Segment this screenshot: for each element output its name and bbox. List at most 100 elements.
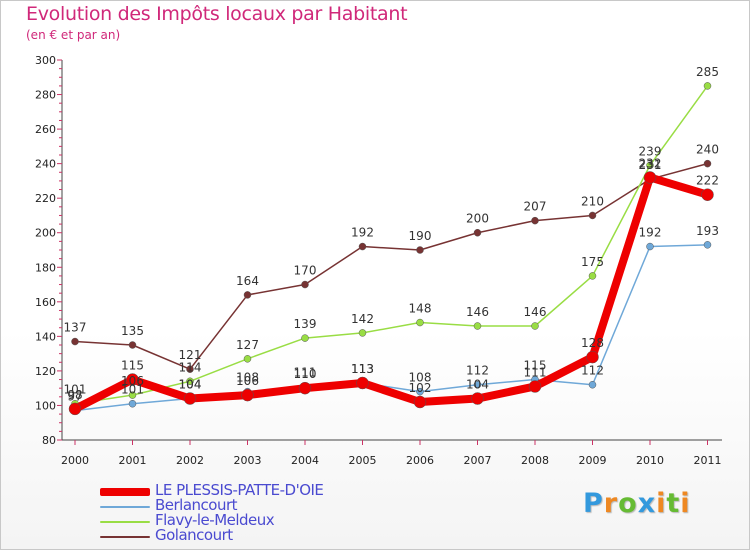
data-label: 193: [696, 224, 719, 238]
data-point: [243, 355, 252, 363]
logo-letter: x: [637, 488, 657, 519]
data-label: 128: [581, 336, 604, 350]
data-label: 135: [121, 324, 144, 338]
data-point: [416, 318, 424, 327]
data-label: 104: [466, 378, 489, 392]
legend-label: Flavy-le-Meldeux: [155, 511, 275, 529]
y-tick-label: 280: [35, 89, 56, 102]
series-golancourt: [71, 159, 712, 373]
data-point: [128, 391, 137, 399]
y-tick-label: 240: [35, 158, 56, 171]
data-label: 101: [64, 383, 87, 397]
data-label: 192: [351, 226, 374, 240]
data-label: 111: [524, 365, 547, 379]
data-point: [703, 241, 712, 249]
data-point: [471, 392, 484, 405]
data-label: 104: [179, 378, 202, 392]
legend-label: Berlancourt: [155, 496, 238, 514]
data-point: [473, 228, 482, 237]
data-label: 170: [294, 264, 317, 278]
data-label: 106: [236, 374, 259, 388]
data-point: [646, 242, 654, 251]
data-point: [241, 388, 254, 402]
y-tick-label: 260: [35, 123, 56, 136]
data-label: 200: [466, 212, 489, 226]
data-label: 114: [179, 360, 202, 374]
data-label: 239: [639, 144, 662, 158]
y-tick-label: 220: [35, 192, 56, 205]
data-point: [301, 280, 309, 289]
legend-swatch: [100, 506, 150, 508]
y-tick-label: 120: [35, 365, 56, 378]
data-point: [71, 337, 79, 346]
y-tick-label: 80: [42, 434, 56, 447]
legend-swatch: [100, 521, 150, 523]
data-label: 113: [351, 362, 374, 376]
y-tick-label: 140: [35, 330, 56, 343]
y-tick-label: 180: [35, 261, 56, 274]
legend-label: LE PLESSIS-PATTE-D'OIE: [155, 481, 324, 499]
data-point: [586, 350, 599, 364]
chart-subtitle: (en € et par an): [26, 28, 121, 42]
logo-letter: i: [656, 488, 667, 519]
data-label: 164: [236, 274, 259, 288]
data-label: 98: [67, 388, 82, 402]
x-tick-label: 2005: [349, 454, 377, 467]
data-label: 146: [466, 305, 489, 319]
data-point: [243, 291, 252, 299]
data-label: 146: [524, 305, 547, 319]
legend-swatch: [100, 536, 150, 538]
logo-letter: i: [680, 488, 691, 519]
y-tick-label: 300: [35, 54, 56, 67]
data-point: [356, 376, 369, 390]
data-point: [703, 159, 712, 168]
data-label: 210: [581, 194, 604, 208]
data-label: 142: [351, 312, 374, 326]
data-label: 137: [64, 321, 87, 335]
data-point: [186, 377, 194, 386]
data-label: 108: [409, 371, 432, 385]
series-line: [74, 162, 709, 370]
data-point: [703, 82, 712, 90]
data-label: 110: [294, 367, 317, 381]
data-label: 190: [409, 229, 432, 243]
series-lines: [68, 82, 714, 416]
data-point: [68, 402, 82, 416]
data-point: [646, 161, 654, 170]
data-label: 240: [696, 143, 719, 157]
data-label: 192: [639, 226, 662, 240]
data-point: [358, 329, 367, 337]
data-point: [301, 334, 309, 342]
data-point: [128, 399, 137, 408]
data-point: [528, 380, 542, 393]
x-tick-label: 2002: [176, 454, 204, 467]
data-point: [413, 395, 427, 409]
data-point: [588, 272, 597, 280]
data-label: 112: [581, 364, 604, 378]
data-point: [358, 242, 367, 251]
legend-swatch: [100, 488, 150, 496]
series-line: [74, 85, 709, 405]
series-line: [71, 173, 712, 413]
data-label: 97: [67, 390, 82, 404]
data-label: 108: [236, 371, 259, 385]
proxiti-logo: Proxiti: [583, 488, 691, 519]
chart-title: Evolution des Impôts locaux par Habitant: [26, 3, 408, 25]
data-point: [473, 322, 482, 330]
data-label: 222: [696, 174, 719, 188]
legend-label: Golancourt: [155, 526, 233, 544]
logo-letter: o: [618, 488, 638, 519]
data-label: 231: [639, 158, 662, 172]
data-point: [588, 380, 597, 389]
x-tick-label: 2000: [61, 454, 89, 467]
data-label: 148: [409, 302, 432, 316]
data-point: [473, 380, 482, 389]
data-label: 102: [409, 381, 432, 395]
x-tick-label: 2004: [291, 454, 319, 467]
data-label: 111: [294, 365, 317, 379]
data-label: 104: [179, 378, 202, 392]
data-label: 232: [639, 156, 662, 170]
x-tick-label: 2003: [234, 454, 262, 467]
